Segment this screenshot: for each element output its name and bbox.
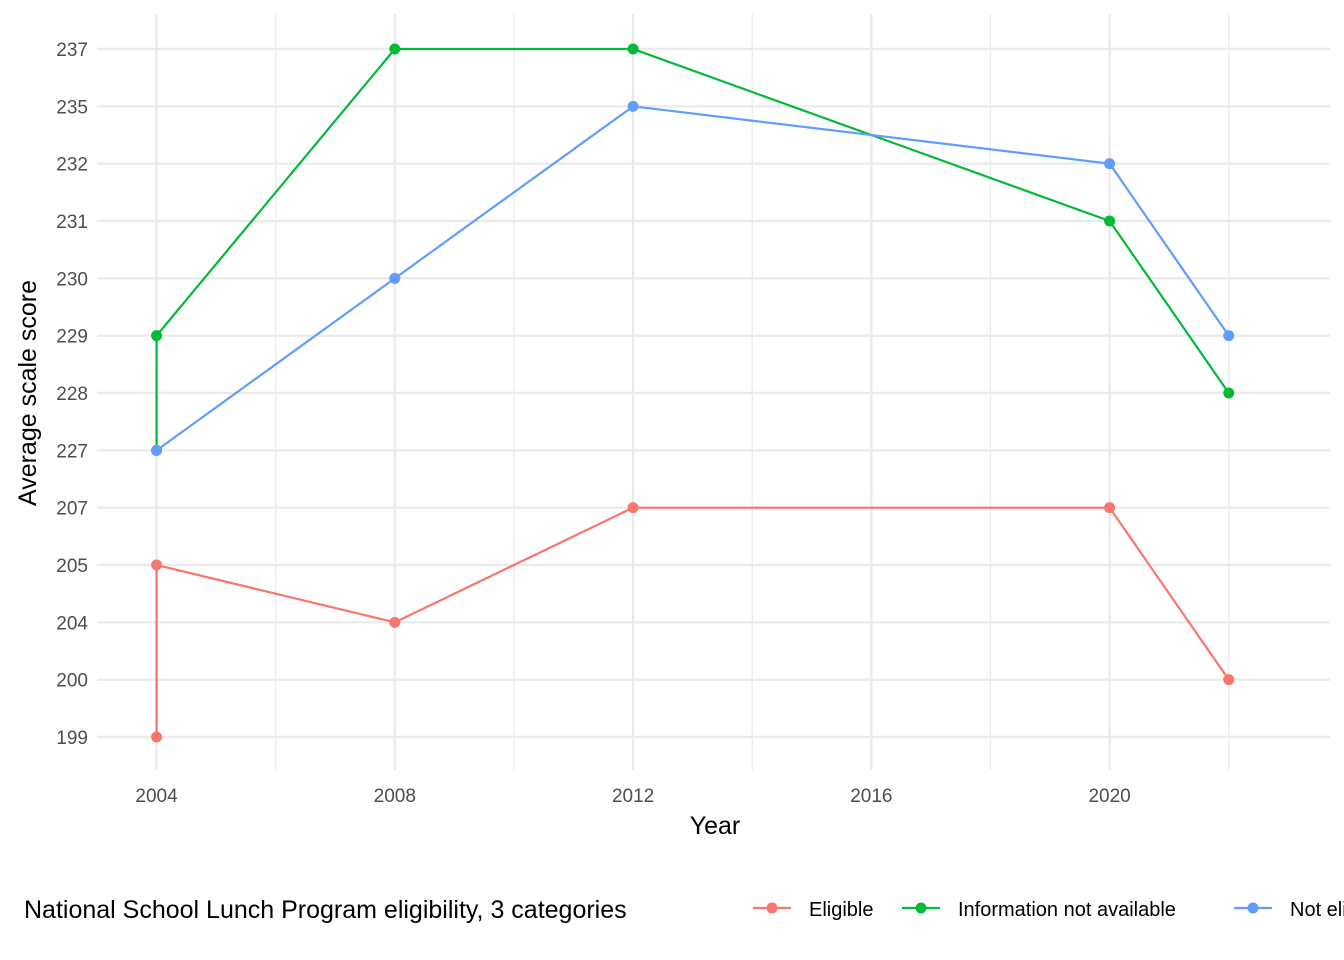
- y-tick-label: 204: [56, 613, 88, 634]
- data-point: [151, 731, 163, 743]
- y-tick-label: 228: [56, 384, 88, 405]
- series-points: [151, 43, 1235, 743]
- x-tick-label: 2008: [374, 786, 416, 807]
- data-point: [1104, 158, 1116, 170]
- x-tick-label: 2012: [612, 786, 654, 807]
- x-axis-title: Year: [690, 812, 741, 840]
- y-tick-label: 200: [56, 671, 88, 692]
- y-axis-ticks: 199 200 204 205 207 227 228 229 230 231 232 235 237: [56, 40, 88, 749]
- y-tick-label: 230: [56, 269, 88, 290]
- legend-key-point: [915, 902, 927, 914]
- y-tick-label: 205: [56, 556, 88, 577]
- legend-label: Information not available: [958, 899, 1176, 921]
- data-point: [1223, 387, 1235, 399]
- y-tick-label: 231: [56, 212, 88, 233]
- y-tick-label: 207: [56, 499, 88, 520]
- data-point: [151, 444, 163, 456]
- data-point: [389, 616, 401, 628]
- x-tick-label: 2016: [850, 786, 892, 807]
- data-point: [1104, 215, 1116, 227]
- series-line: [155, 47, 1230, 451]
- data-point: [151, 330, 163, 342]
- y-tick-label: 235: [56, 97, 88, 118]
- x-tick-label: 2020: [1088, 786, 1130, 807]
- legend-label: Not eligible: [1290, 899, 1344, 921]
- legend-items: Eligible Information not available Not eli…: [753, 899, 1344, 921]
- data-point: [1104, 502, 1116, 514]
- grid-major: [97, 14, 1330, 770]
- legend-title: National School Lunch Program eligibilit…: [24, 896, 627, 924]
- series-line: [155, 506, 1230, 737]
- data-point: [1223, 674, 1235, 686]
- legend-key-point: [766, 902, 778, 914]
- data-point: [389, 43, 401, 55]
- y-tick-label: 199: [56, 728, 88, 749]
- y-axis-title: Average scale score: [14, 280, 42, 506]
- y-tick-label: 232: [56, 155, 88, 176]
- data-point: [1223, 330, 1235, 342]
- y-tick-label: 229: [56, 327, 88, 348]
- x-tick-label: 2004: [135, 786, 178, 807]
- data-point: [389, 272, 401, 284]
- legend-label: Eligible: [809, 899, 873, 921]
- y-tick-label: 227: [56, 441, 88, 462]
- x-axis-ticks: 2004 2008 2012 2016 2020: [135, 786, 1130, 807]
- legend: National School Lunch Program eligibilit…: [24, 896, 1344, 924]
- data-point: [151, 559, 163, 571]
- legend-key-point: [1247, 902, 1259, 914]
- data-point: [627, 43, 639, 55]
- data-point: [627, 502, 639, 514]
- data-point: [627, 100, 639, 112]
- y-tick-label: 237: [56, 40, 88, 61]
